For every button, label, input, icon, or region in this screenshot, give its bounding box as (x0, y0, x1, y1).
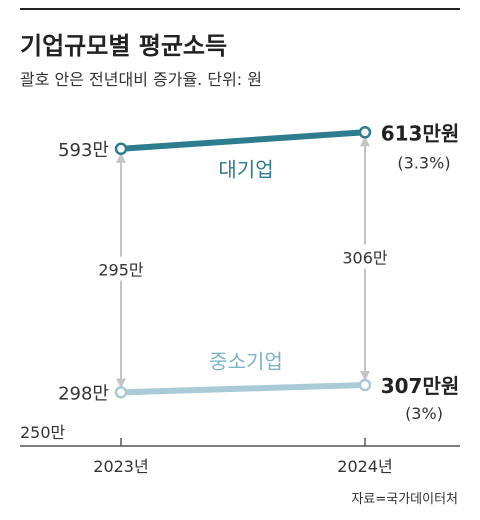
series-line-small (118, 381, 368, 396)
start-label-small: 298만 (58, 383, 109, 404)
series-line-large (118, 129, 368, 152)
point-large-2023 (114, 142, 128, 156)
point-large-2024 (358, 126, 372, 139)
chart-subtitle: 괄호 안은 전년대비 증가율. 단위: 원 (20, 70, 262, 89)
gap-label-2023: 295만 (98, 261, 144, 280)
y-baseline-label: 250만 (20, 423, 66, 442)
source-note: 자료=국가데이터처 (351, 492, 458, 507)
end-label-large: 613만원 (381, 121, 460, 145)
gap-label-bg-2024 (337, 244, 393, 269)
gap-label-2024: 306만 (342, 249, 388, 268)
chart-title: 기업규모별 평균소득 (20, 32, 228, 60)
series-name-large: 대기업 (218, 158, 273, 182)
top-rule (20, 8, 460, 10)
start-label-large: 593만 (58, 140, 109, 161)
x-tick-label-2023: 2023년 (93, 457, 148, 476)
x-tick-label-2024: 2024년 (337, 457, 392, 476)
point-small-2023 (114, 386, 128, 399)
growth-label-large: (3.3%) (397, 153, 450, 172)
growth-label-small: (3%) (405, 404, 443, 423)
end-label-small: 307만원 (381, 374, 460, 398)
series-name-small: 중소기업 (209, 350, 283, 374)
point-small-2024 (358, 378, 372, 392)
gap-label-bg-2023 (93, 256, 149, 281)
